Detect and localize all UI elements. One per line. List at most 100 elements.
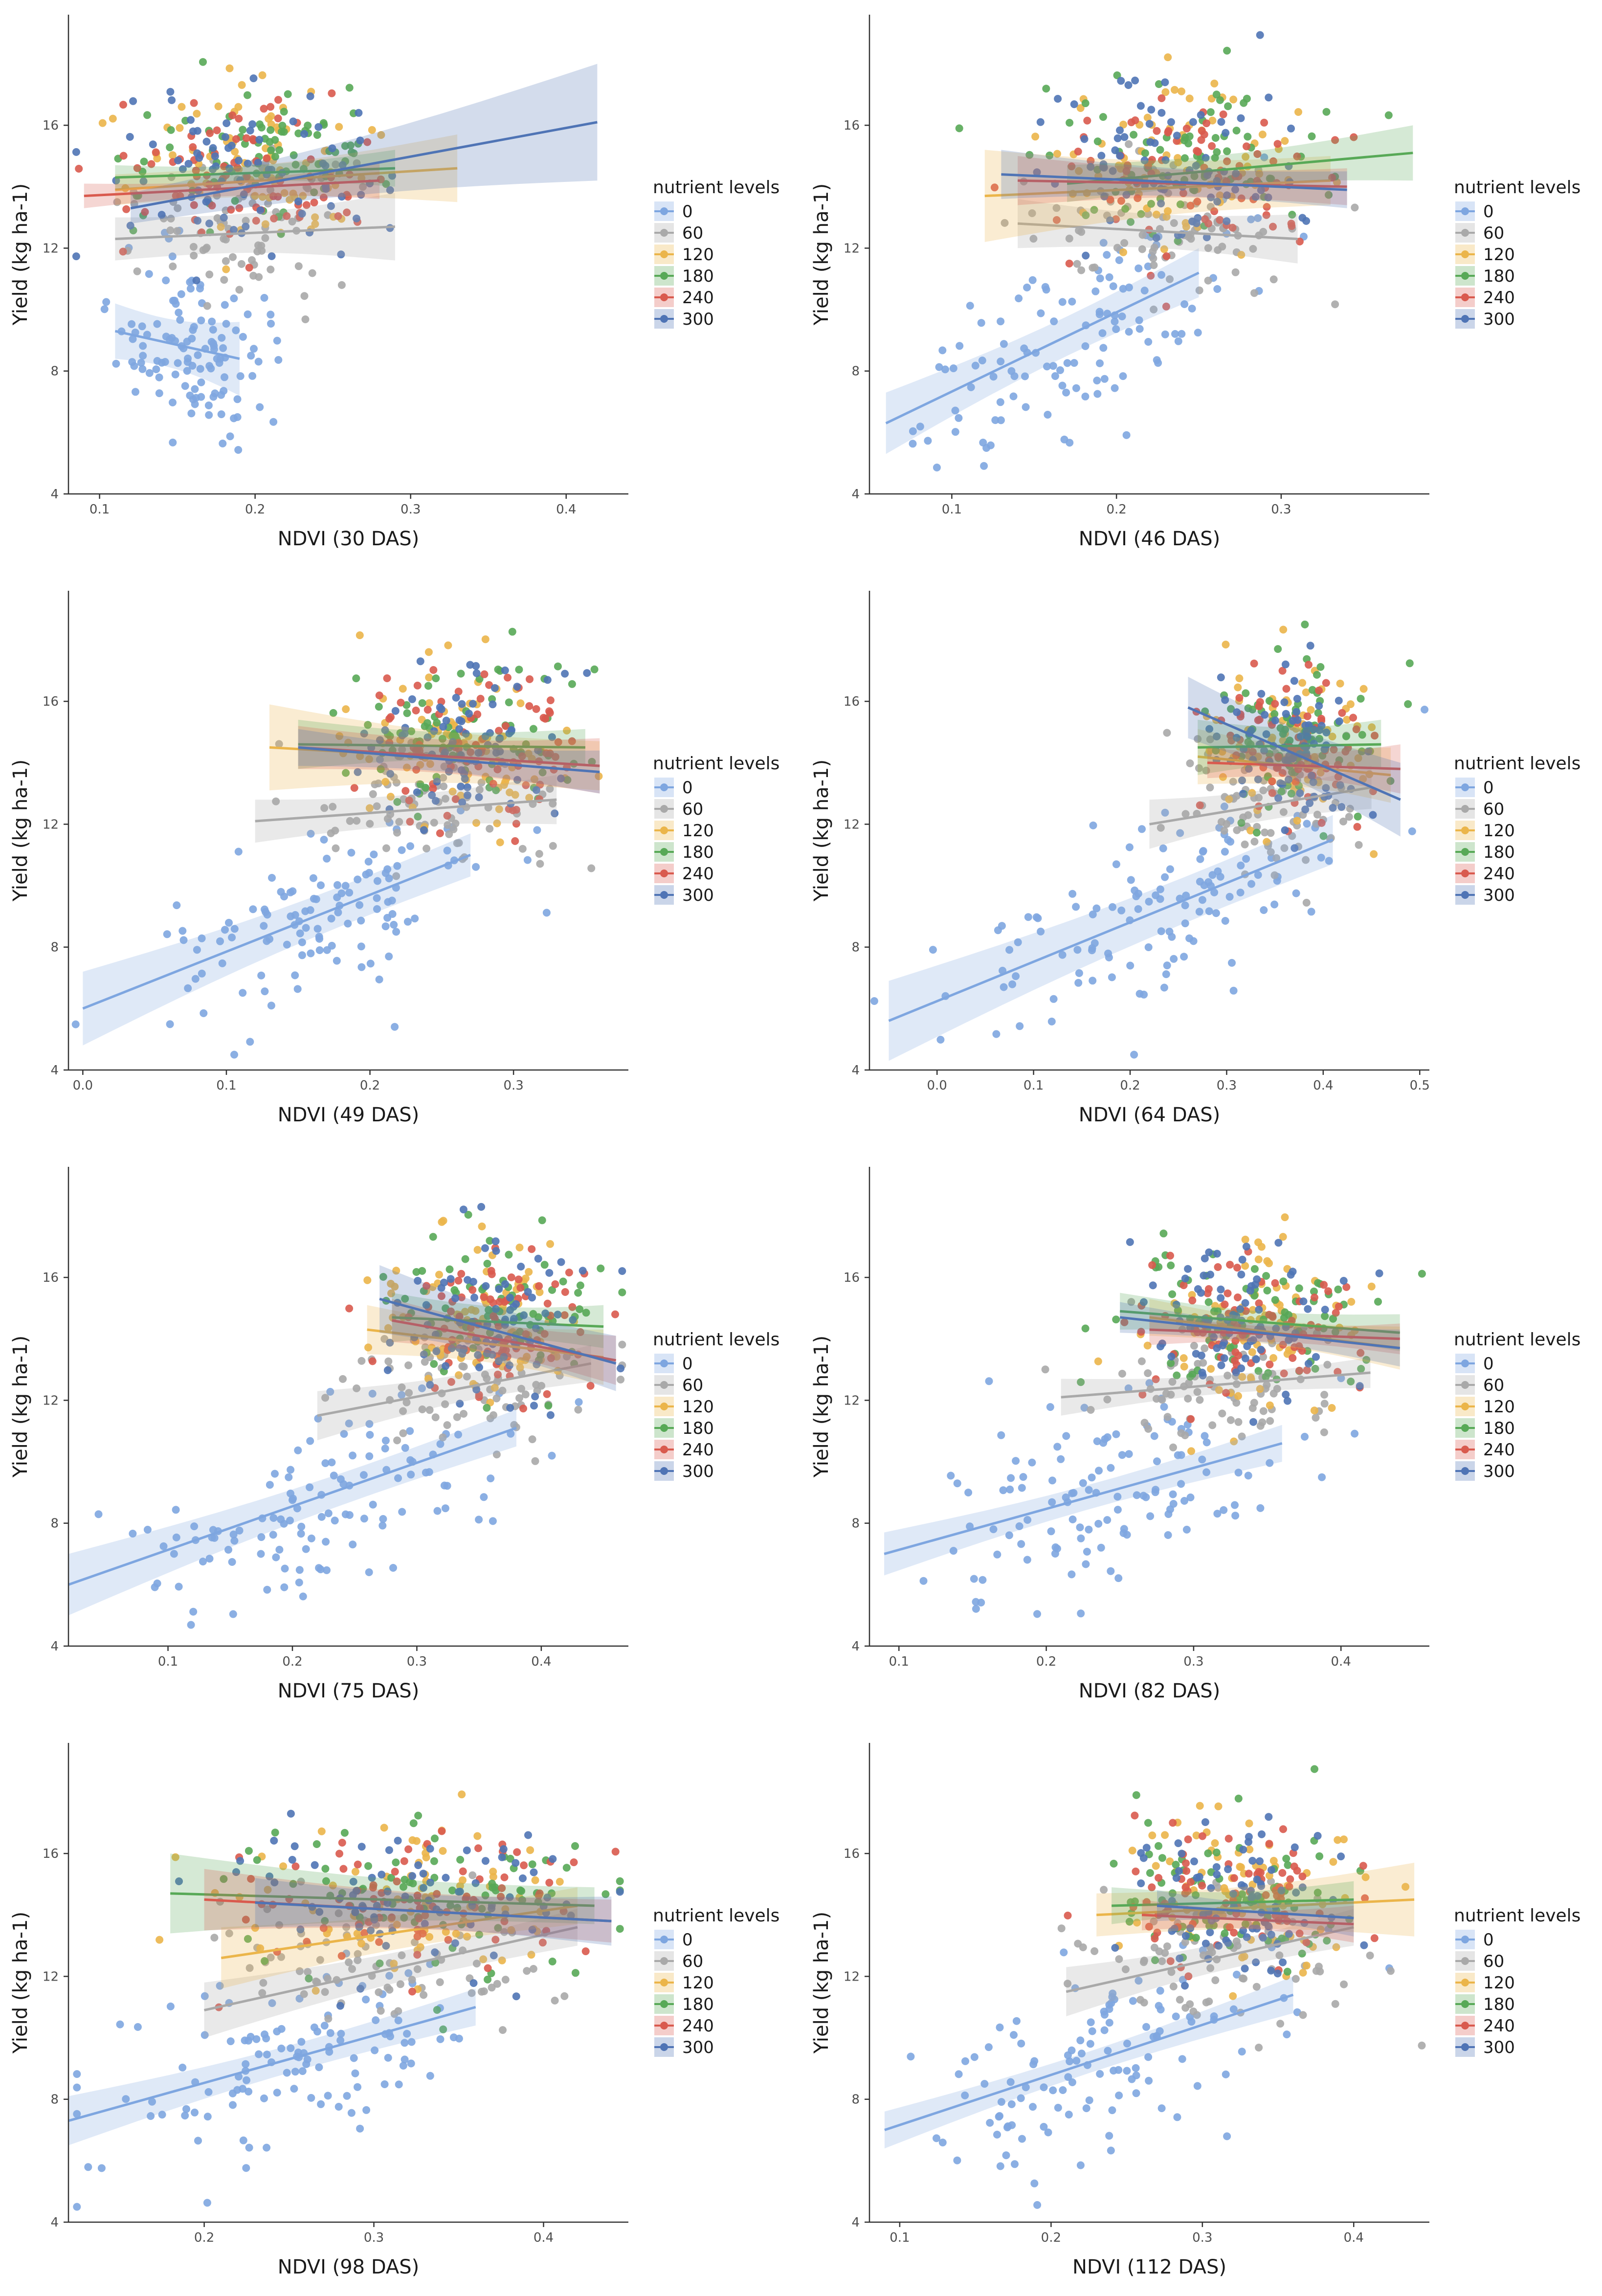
legend-marker-120 — [660, 1403, 668, 1410]
data-point — [354, 2083, 361, 2091]
data-point — [510, 1315, 518, 1323]
data-point — [1366, 1951, 1374, 1960]
data-point — [1144, 210, 1152, 218]
data-point — [272, 1553, 280, 1561]
data-point — [162, 276, 170, 285]
data-point — [1357, 1349, 1365, 1357]
data-point — [1160, 983, 1168, 992]
data-point — [1324, 1287, 1333, 1295]
data-point — [1052, 204, 1061, 212]
data-point — [465, 710, 473, 718]
data-point — [525, 794, 534, 802]
data-point — [1110, 2067, 1118, 2075]
data-point — [1272, 1324, 1280, 1333]
data-point — [1194, 329, 1202, 337]
regression-line-60 — [1017, 222, 1298, 241]
data-point — [480, 1987, 488, 1995]
data-point — [279, 1862, 288, 1871]
data-point — [475, 675, 484, 683]
data-point — [1017, 1540, 1025, 1548]
data-point — [1217, 673, 1225, 682]
data-point — [551, 1996, 559, 2005]
data-point — [1000, 983, 1008, 991]
data-point — [447, 1344, 456, 1352]
data-point — [267, 252, 276, 260]
data-point — [210, 1934, 219, 1942]
data-point — [235, 204, 244, 212]
data-point — [1353, 823, 1361, 831]
data-point — [350, 784, 358, 792]
data-point — [391, 707, 400, 715]
data-point — [518, 845, 527, 853]
data-point — [205, 411, 213, 419]
data-point — [211, 389, 219, 398]
data-point — [1315, 702, 1323, 710]
data-point — [191, 385, 199, 393]
data-point — [1073, 260, 1081, 268]
data-point — [263, 1905, 271, 1913]
data-point — [1190, 1857, 1198, 1866]
data-point — [250, 345, 258, 353]
data-point — [554, 662, 562, 670]
data-point — [1317, 853, 1325, 862]
confidence-band-240 — [392, 1299, 616, 1385]
data-point — [1220, 802, 1228, 811]
data-point — [611, 1848, 620, 1856]
data-point — [1087, 156, 1095, 165]
data-point — [440, 1481, 448, 1490]
data-point — [398, 1951, 406, 1960]
data-point — [494, 1370, 502, 1379]
data-point — [439, 723, 447, 731]
data-point — [193, 149, 201, 157]
data-point — [167, 126, 175, 134]
data-point — [1088, 1473, 1096, 1482]
data-point — [323, 854, 331, 863]
data-point — [175, 1583, 183, 1591]
y-tick-label: 12 — [844, 1969, 860, 1984]
data-point — [461, 1255, 469, 1263]
data-point — [449, 2033, 458, 2042]
y-tick-label: 16 — [844, 118, 860, 133]
data-point — [618, 1267, 626, 1275]
confidence-band-0 — [68, 1409, 516, 1616]
data-point — [229, 1530, 238, 1538]
data-point — [445, 767, 453, 776]
data-point — [242, 223, 250, 231]
data-point — [271, 153, 279, 161]
data-point — [1269, 1857, 1278, 1865]
data-point — [380, 2080, 389, 2088]
data-point — [1281, 725, 1290, 734]
data-point — [365, 804, 374, 812]
data-point — [444, 641, 452, 649]
data-point — [1093, 377, 1101, 385]
data-point — [467, 748, 475, 757]
y-tick-label: 4 — [50, 487, 59, 502]
data-point — [1370, 850, 1378, 858]
data-point — [364, 1862, 372, 1870]
data-point — [426, 2072, 434, 2080]
data-point — [395, 818, 403, 826]
data-point — [327, 914, 335, 923]
data-point — [463, 783, 471, 791]
data-point — [1226, 1416, 1235, 1424]
regression-line-180 — [115, 167, 395, 179]
data-point — [306, 1437, 314, 1445]
data-point — [1193, 198, 1202, 206]
legend-label-240: 240 — [682, 864, 714, 884]
confidence-band-120 — [984, 150, 1331, 242]
data-point — [1404, 700, 1412, 708]
data-point — [192, 276, 200, 285]
data-point — [166, 226, 175, 234]
data-point — [245, 264, 253, 272]
data-point — [1295, 237, 1304, 245]
data-point — [300, 292, 309, 300]
data-point — [398, 1391, 406, 1399]
data-point — [1198, 1455, 1206, 1464]
regression-line-0 — [82, 853, 471, 1010]
data-point — [1100, 2007, 1108, 2016]
data-point — [949, 1547, 957, 1555]
data-point — [341, 882, 350, 890]
data-point — [966, 302, 974, 310]
data-point — [938, 2139, 947, 2147]
